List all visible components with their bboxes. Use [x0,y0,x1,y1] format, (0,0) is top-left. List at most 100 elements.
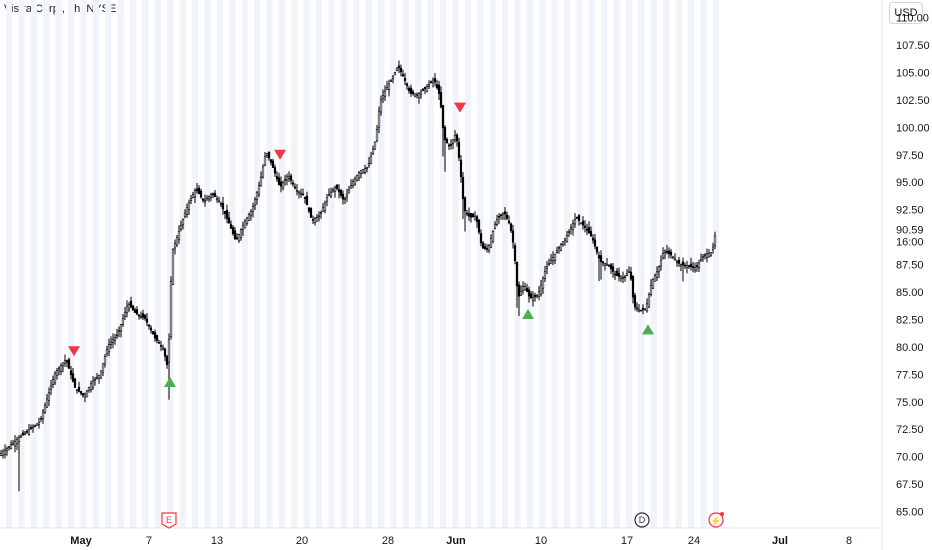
candle-body [41,411,45,419]
candle-body [691,266,695,268]
candle-body [1,451,5,456]
candle-body [401,74,405,77]
candle-body [71,373,75,382]
candle-body [475,216,479,222]
y-tick-label: 85.00 [896,287,924,299]
candle-body [643,308,647,311]
candle-body [543,270,547,279]
candle-body [651,278,655,289]
y-tick-label: 100.00 [896,122,930,134]
candle-body [121,318,125,325]
candle-body [217,200,221,203]
candle-body [411,91,415,95]
candle-body [5,448,9,451]
session-band [638,0,645,528]
session-band [55,0,62,528]
candle-body [403,78,407,81]
candle-body [245,217,249,224]
candle-body [331,189,335,192]
candle-body [441,105,445,129]
candle-body [611,266,615,272]
candle-body [617,273,621,277]
session-band [402,0,409,528]
candle-body [75,389,79,391]
candle-body [471,213,475,218]
candle-body [371,148,375,154]
candle-body [685,265,689,268]
candle-body [365,167,369,169]
candle-body [361,169,365,174]
candle-body [423,86,427,89]
candle-body [193,190,197,198]
candle-body [553,253,557,261]
candle-body [481,242,485,249]
candle-body [173,243,177,249]
candle-body [65,360,69,363]
candle-body [73,378,77,388]
candle-body [529,293,533,299]
candle-body [77,386,81,392]
candle-body [405,83,409,86]
session-band [92,0,99,528]
candle-body [641,307,645,310]
session-band [440,0,447,528]
candle-body [445,139,449,144]
candle-body [181,218,185,226]
candle-body [367,162,371,166]
candle-body [459,159,463,178]
candle-body [247,214,251,221]
candle-body [179,225,183,230]
earnings-icon [161,512,177,529]
candle-body [625,273,629,276]
sell-signal-marker [68,346,80,357]
candle-body [249,211,253,216]
candle-body [115,334,119,337]
candle-body [453,134,457,141]
candle-body [419,91,423,95]
session-band [353,0,360,528]
candle-body [387,83,391,91]
candle-body [679,264,683,267]
session-band [712,0,719,528]
candle-body [539,284,543,295]
y-tick-label: 80.00 [896,342,924,354]
candle-body [265,153,269,156]
candle-body [577,215,581,221]
session-band [254,0,261,528]
split-icon [708,512,724,528]
dividend-label: D [639,515,646,525]
candle-body [391,76,395,80]
candle-body [563,238,567,241]
candle-body [49,385,53,390]
candle-body [581,220,585,226]
candle-body [311,218,315,221]
candle-body [593,239,597,247]
candle-body [395,67,399,71]
session-band [564,0,571,528]
candle-body [683,264,687,267]
candle-body [615,270,619,277]
candle-body [325,197,329,202]
candle-body [681,261,685,266]
split-dot [720,512,724,516]
candle-body [677,259,681,264]
candle-body [587,227,591,234]
candle-body [525,287,529,292]
currency-button[interactable]: USD [889,2,923,24]
candle-body [53,372,57,384]
candle-body [319,212,323,214]
candle-body [177,231,181,240]
candle-body [295,190,299,192]
candle-body [183,212,187,217]
candle-body [447,144,451,147]
candle-body [613,273,617,276]
session-band [278,0,285,528]
x-tick-label: Jun [446,535,466,547]
candle-body [135,309,139,315]
candle-body [315,216,319,222]
candle-body [305,195,309,206]
candle-body [141,313,145,318]
session-band [365,0,372,528]
candle-body [665,250,669,253]
